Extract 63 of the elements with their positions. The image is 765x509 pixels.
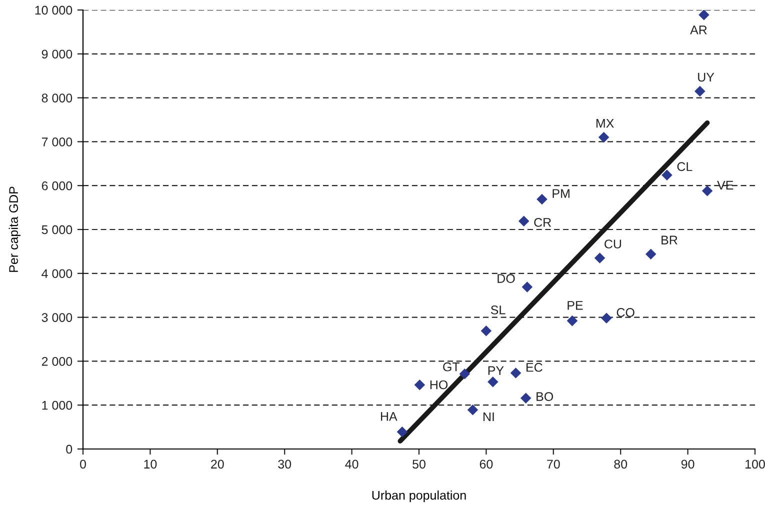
y-tick-label: 9 000 (42, 50, 72, 59)
annotation: MX (596, 118, 614, 128)
annotation: CU (604, 240, 622, 248)
y-tick-label: 2 000 (42, 357, 72, 366)
y-axis-title: Per capita GDP (8, 186, 20, 272)
point (694, 86, 706, 97)
y-tick-label: 4 000 (42, 269, 72, 278)
x-tick-label: 50 (412, 460, 426, 469)
point (518, 216, 530, 227)
annotation: PM (552, 189, 570, 198)
annotation: BO (536, 392, 554, 401)
annotation: UY (698, 72, 714, 82)
y-tick-label: 3 000 (42, 313, 72, 322)
x-tick-label: 60 (480, 460, 493, 469)
y-tick-label: 7 000 (42, 138, 72, 146)
y-tick-label: 5 000 (42, 225, 72, 234)
y-tick-label: 1 000 (42, 400, 72, 410)
point (698, 10, 710, 20)
annotation: DO (498, 274, 515, 283)
annotation: CR (534, 218, 552, 227)
x-tick-label: 100 (746, 460, 765, 469)
x-tick-label: 20 (211, 460, 224, 469)
point (594, 252, 606, 264)
point (510, 368, 522, 378)
annotation: BR (662, 236, 678, 244)
y-tick-label: 0 (66, 444, 72, 454)
x-tick-label: 10 (144, 460, 157, 469)
point (536, 194, 548, 205)
annotation: HA (381, 412, 398, 421)
annotation: PE (568, 301, 583, 310)
point (662, 170, 672, 180)
point (522, 282, 533, 292)
annotation: NI (484, 412, 494, 422)
annotation: CO (616, 308, 634, 317)
y-tick-label: 6 000 (42, 181, 72, 190)
point (645, 248, 656, 260)
x-tick-label: 80 (614, 460, 628, 469)
annotation: EC (526, 362, 542, 372)
annotation: PY (488, 366, 504, 375)
x-tick-label: 90 (681, 460, 694, 469)
point (566, 315, 578, 326)
point (702, 185, 713, 196)
x-tick-label: 0 (80, 460, 86, 469)
annotation: CL (677, 162, 692, 172)
x-axis-title: Urban population (372, 490, 466, 502)
point (598, 132, 610, 143)
y-tick-label: 10 000 (35, 6, 72, 15)
y-tick-label: 8 000 (42, 94, 72, 102)
point (459, 368, 470, 380)
annotation: SL (490, 306, 506, 314)
point (520, 392, 532, 404)
x-tick-label: 70 (547, 460, 560, 469)
point (601, 312, 612, 324)
point (467, 404, 478, 416)
point (480, 326, 492, 336)
annotation: HO (430, 380, 448, 390)
x-tick-label: 40 (345, 460, 358, 469)
x-tick-label: 30 (278, 460, 292, 469)
point (488, 376, 498, 388)
point (414, 380, 426, 390)
annotation: GT (443, 362, 460, 372)
annotation: AR (690, 26, 707, 34)
point (396, 426, 408, 438)
